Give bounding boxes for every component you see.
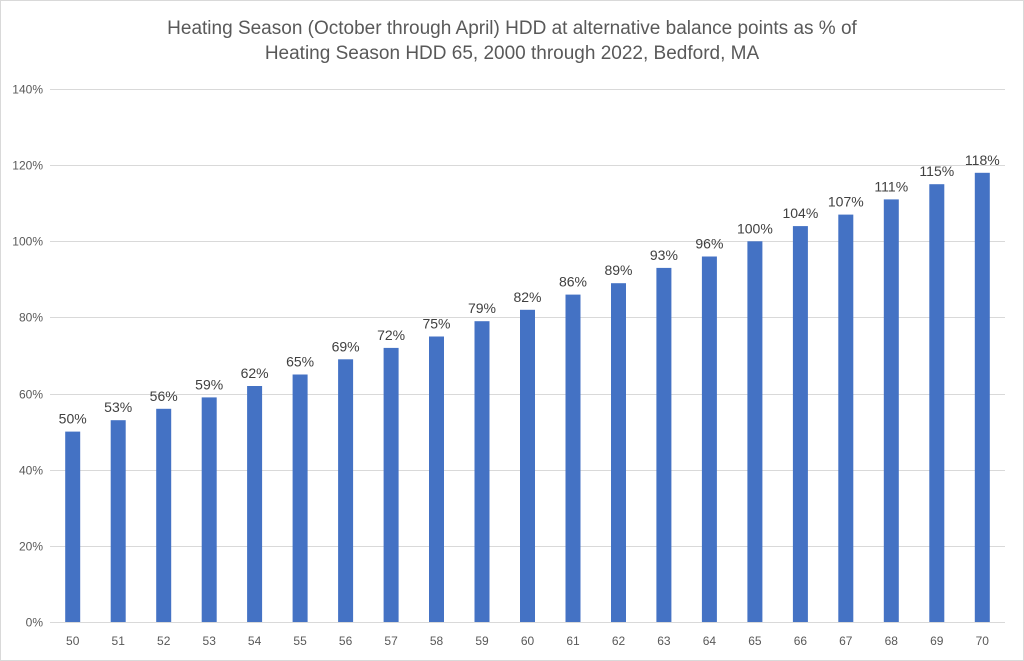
data-label: 75% — [422, 316, 450, 332]
chart-title-line-2: Heating Season HDD 65, 2000 through 2022… — [264, 43, 760, 64]
bar-59 — [474, 321, 490, 622]
data-label: 115% — [919, 163, 954, 179]
data-label: 93% — [650, 247, 678, 263]
x-tick-label: 69 — [930, 634, 944, 648]
y-tick-label: 60% — [19, 388, 43, 402]
data-label: 107% — [828, 194, 864, 210]
data-label: 53% — [104, 399, 132, 415]
x-tick-label: 51 — [112, 634, 126, 648]
x-tick-label: 56 — [339, 634, 353, 648]
data-label: 118% — [965, 152, 1000, 168]
bar-56 — [338, 359, 354, 622]
bars — [65, 172, 990, 623]
bar-60 — [520, 309, 535, 622]
bar-54 — [247, 386, 263, 622]
x-tick-label: 50 — [66, 634, 80, 648]
x-tick-label: 65 — [748, 634, 762, 648]
bar-55 — [292, 374, 308, 622]
x-tick-label: 68 — [885, 634, 899, 648]
data-labels: 50% 53% 56% 59% 62% 65% 69% 72% 75% 79% 82% 86% 89% 9… — [59, 152, 1000, 427]
data-label: 111% — [874, 178, 908, 194]
y-axis-tick-labels: 0% 20% 40% 60% 80% 100% 120% 140% — [12, 83, 43, 630]
x-tick-label: 58 — [430, 634, 444, 648]
data-label: 59% — [195, 376, 223, 392]
chart-title-line-1: Heating Season (October through April) H… — [167, 18, 857, 39]
bar-52 — [156, 408, 172, 622]
y-tick-label: 120% — [12, 159, 43, 173]
data-label: 65% — [286, 354, 314, 370]
bar-67 — [838, 214, 854, 622]
data-label: 89% — [604, 262, 632, 278]
bar-69 — [929, 184, 945, 622]
x-tick-label: 60 — [521, 634, 535, 648]
y-tick-label: 40% — [19, 464, 43, 478]
bar-65 — [747, 241, 763, 623]
x-tick-label: 54 — [248, 634, 262, 648]
y-tick-label: 20% — [19, 540, 43, 554]
data-label: 96% — [695, 236, 723, 252]
bar-64 — [701, 256, 717, 622]
bar-57 — [383, 347, 399, 622]
x-tick-label: 59 — [475, 634, 489, 648]
bar-58 — [429, 336, 444, 622]
chart-title: Heating Season (October through April) H… — [0, 16, 1024, 66]
data-label: 72% — [377, 327, 405, 343]
x-tick-label: 62 — [612, 634, 626, 648]
x-tick-label: 63 — [657, 634, 671, 648]
data-label: 86% — [559, 274, 587, 290]
x-tick-label: 55 — [293, 634, 307, 648]
bar-70 — [974, 172, 990, 623]
x-tick-label: 67 — [839, 634, 853, 648]
y-tick-label: 80% — [19, 311, 43, 325]
bar-61 — [565, 294, 581, 622]
x-tick-label: 52 — [157, 634, 171, 648]
data-label: 82% — [513, 289, 541, 305]
bar-51 — [110, 420, 126, 622]
data-label: 69% — [332, 338, 360, 354]
x-tick-label: 57 — [384, 634, 398, 648]
x-tick-label: 70 — [976, 634, 990, 648]
x-tick-label: 61 — [566, 634, 580, 648]
bar-68 — [883, 199, 899, 622]
y-tick-label: 140% — [12, 83, 43, 97]
data-label: 100% — [737, 220, 773, 236]
bar-50 — [65, 431, 81, 622]
x-tick-label: 66 — [794, 634, 808, 648]
y-tick-label: 100% — [12, 235, 43, 249]
bar-62 — [611, 283, 626, 622]
y-tick-label: 0% — [26, 616, 44, 630]
data-label: 50% — [59, 411, 87, 427]
x-axis-tick-labels: 50 51 52 53 54 55 56 57 58 59 60 61 62 63 64 65 66 67 68 69… — [66, 634, 989, 648]
data-label: 79% — [468, 300, 496, 316]
data-label: 56% — [150, 388, 178, 404]
x-tick-label: 53 — [203, 634, 217, 648]
bar-66 — [792, 226, 808, 622]
bar-63 — [656, 267, 672, 622]
data-label: 104% — [782, 205, 818, 221]
x-tick-label: 64 — [703, 634, 717, 648]
bar-53 — [201, 397, 217, 622]
data-label: 62% — [241, 365, 269, 381]
